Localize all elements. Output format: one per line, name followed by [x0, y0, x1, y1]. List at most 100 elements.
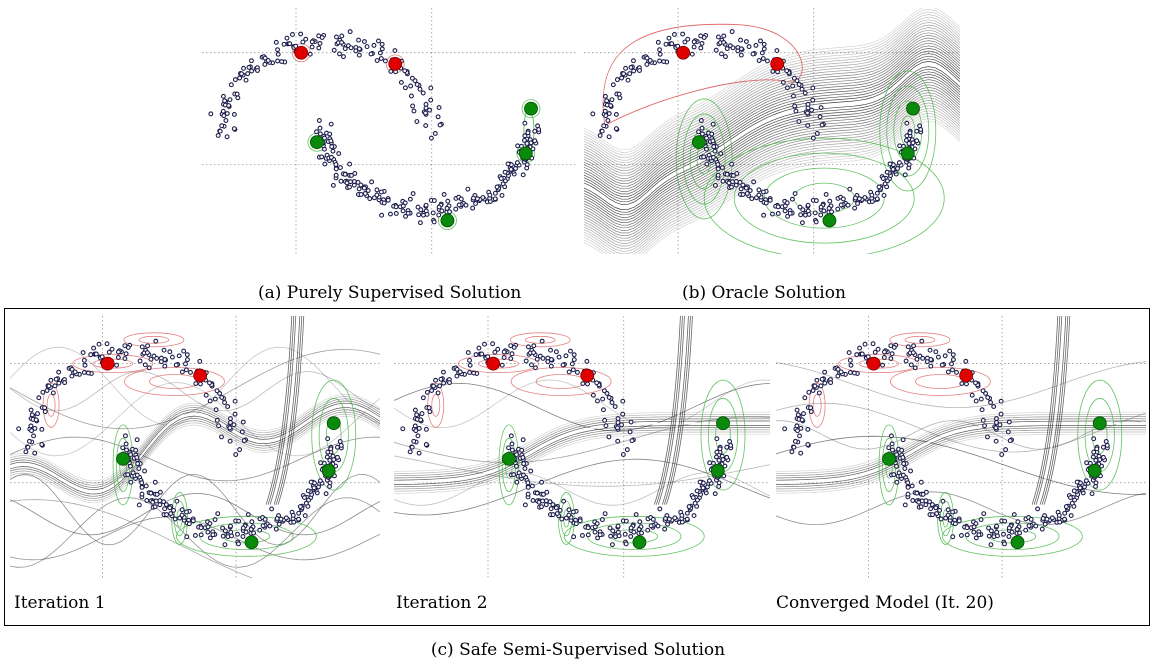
plot-c2 — [394, 316, 770, 578]
unlabeled-point — [835, 366, 841, 372]
unlabeled-point — [309, 44, 315, 50]
decision-boundary — [584, 42, 960, 187]
unlabeled-point — [245, 512, 251, 518]
unlabeled-point — [888, 343, 894, 349]
unlabeled-point — [924, 359, 930, 365]
unlabeled-point — [158, 359, 164, 365]
unlabeled-point — [409, 444, 415, 450]
unlabeled-point — [441, 369, 446, 375]
unlabeled-point — [994, 420, 999, 425]
unlabeled-point — [367, 196, 373, 202]
unlabeled-point — [672, 515, 678, 521]
decision-boundary — [657, 316, 685, 505]
unlabeled-point — [675, 43, 681, 49]
unlabeled-point — [207, 380, 212, 386]
decision-boundary — [584, 45, 960, 190]
unlabeled-point — [943, 515, 949, 521]
unlabeled-point — [347, 29, 353, 35]
unlabeled-point — [700, 485, 706, 491]
unlabeled-point — [592, 524, 598, 530]
unlabeled-point — [356, 52, 362, 58]
unlabeled-point — [309, 39, 315, 45]
unlabeled-point — [492, 196, 498, 202]
unlabeled-point — [69, 373, 75, 379]
unlabeled-point — [696, 129, 701, 135]
unlabeled-point — [584, 358, 590, 364]
unlabeled-point — [32, 450, 38, 456]
unlabeled-point — [495, 346, 501, 352]
unlabeled-point — [411, 108, 417, 114]
unlabeled-point — [428, 85, 434, 91]
decision-boundary — [584, 76, 960, 221]
unlabeled-point — [514, 452, 519, 458]
unlabeled-point — [439, 208, 445, 214]
labeled-green-point — [710, 463, 725, 478]
unlabeled-point — [792, 103, 798, 109]
unlabeled-point — [227, 425, 233, 431]
decision-boundary — [584, 66, 960, 210]
unlabeled-point — [534, 490, 540, 496]
unlabeled-point — [663, 516, 668, 521]
unlabeled-point — [784, 68, 790, 74]
labeled-green-point — [309, 135, 324, 150]
unlabeled-point — [985, 395, 991, 400]
unlabeled-point — [720, 457, 726, 463]
decision-boundary — [584, 120, 960, 254]
unlabeled-point — [711, 460, 716, 466]
unlabeled-point — [1100, 444, 1106, 450]
unlabeled-point — [431, 383, 437, 389]
unlabeled-point — [822, 380, 828, 386]
unlabeled-point — [637, 68, 642, 73]
unlabeled-point — [125, 472, 131, 478]
unlabeled-point — [319, 154, 325, 160]
unlabeled-point — [317, 125, 323, 131]
unlabeled-point — [559, 516, 565, 522]
decision-boundary — [776, 429, 1146, 490]
unlabeled-point — [594, 380, 600, 386]
unlabeled-point — [137, 358, 143, 364]
unlabeled-point — [325, 449, 331, 455]
unlabeled-point — [231, 422, 237, 428]
unlabeled-point — [325, 436, 331, 442]
unlabeled-point — [525, 130, 531, 136]
unlabeled-point — [808, 409, 814, 415]
unlabeled-point — [246, 64, 252, 70]
decision-boundary — [776, 402, 1146, 453]
unlabeled-point — [719, 165, 725, 171]
unlabeled-point — [806, 211, 812, 217]
unlabeled-point — [161, 347, 167, 353]
unlabeled-point — [888, 356, 894, 362]
unlabeled-point — [381, 200, 387, 206]
unlabeled-point — [115, 355, 121, 360]
unlabeled-point — [168, 511, 174, 516]
unlabeled-point — [585, 532, 591, 538]
unlabeled-point — [680, 31, 686, 37]
unlabeled-point — [379, 46, 385, 52]
unlabeled-point — [56, 369, 62, 375]
unlabeled-point — [904, 120, 910, 126]
unlabeled-point — [331, 47, 337, 53]
unlabeled-point — [712, 182, 718, 188]
unlabeled-point — [419, 411, 425, 417]
unlabeled-point — [405, 210, 411, 216]
unlabeled-point — [216, 423, 222, 429]
unlabeled-point — [945, 369, 951, 375]
unlabeled-point — [1068, 495, 1073, 501]
unlabeled-point — [402, 68, 408, 74]
unlabeled-point — [523, 358, 529, 364]
unlabeled-point — [228, 420, 233, 425]
green-contour — [886, 85, 930, 177]
unlabeled-point — [919, 338, 925, 344]
caption-c-group: (c) Safe Semi-Supervised Solution — [430, 640, 726, 660]
unlabeled-point — [36, 395, 42, 401]
unlabeled-point — [334, 454, 340, 460]
unlabeled-point — [657, 47, 663, 53]
unlabeled-point — [186, 521, 192, 527]
unlabeled-point — [973, 380, 978, 386]
unlabeled-point — [407, 449, 413, 455]
unlabeled-point — [40, 389, 46, 395]
unlabeled-point — [153, 498, 159, 504]
unlabeled-point — [183, 361, 188, 367]
unlabeled-point — [713, 47, 719, 53]
unlabeled-point — [296, 516, 301, 522]
